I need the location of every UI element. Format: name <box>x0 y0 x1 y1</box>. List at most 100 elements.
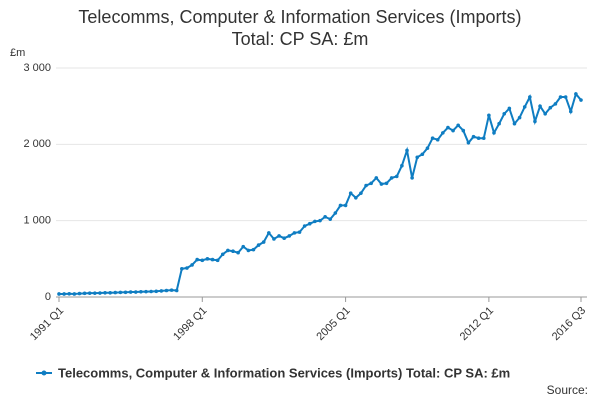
point <box>394 174 399 179</box>
point <box>113 290 118 295</box>
point <box>512 121 517 126</box>
point <box>231 249 235 253</box>
point <box>517 115 522 120</box>
source: Source: <box>547 383 588 397</box>
point <box>185 266 189 270</box>
point <box>118 290 123 295</box>
point <box>522 105 527 109</box>
point <box>415 155 420 160</box>
point <box>236 250 240 255</box>
point <box>338 203 343 208</box>
point <box>543 112 547 116</box>
point <box>169 288 174 292</box>
point <box>174 288 179 293</box>
point <box>287 234 292 238</box>
point <box>481 136 486 141</box>
y-tick-label: 2 000 <box>23 138 51 150</box>
point <box>261 240 266 244</box>
point <box>128 290 133 294</box>
point <box>502 112 507 116</box>
point <box>359 191 363 195</box>
point <box>67 291 72 296</box>
point <box>57 292 61 296</box>
point <box>226 248 230 253</box>
point <box>267 231 271 235</box>
point <box>133 290 138 294</box>
point <box>77 291 82 296</box>
point <box>389 176 394 180</box>
point <box>400 163 404 168</box>
point <box>323 215 327 219</box>
point <box>348 191 353 195</box>
point <box>430 136 435 141</box>
series-line <box>59 91 582 295</box>
point <box>548 105 553 110</box>
point <box>313 219 317 224</box>
point <box>405 148 409 153</box>
y-tick-label: 3 000 <box>23 62 51 74</box>
point <box>471 134 476 139</box>
point <box>72 292 77 296</box>
point <box>62 292 66 296</box>
point <box>195 257 199 262</box>
point <box>435 137 440 142</box>
point <box>446 125 450 130</box>
legend-label: Telecomms, Computer & Information Servic… <box>58 365 510 380</box>
point <box>476 136 481 141</box>
point <box>82 291 87 296</box>
point <box>533 119 537 124</box>
x-tick-label: 2005 Q1 <box>314 305 352 343</box>
point <box>149 289 153 294</box>
point <box>123 290 128 295</box>
y-tick-label: 0 <box>45 291 51 303</box>
point <box>292 231 297 235</box>
point <box>507 106 512 111</box>
point <box>374 176 379 180</box>
y-tick-label: 1 000 <box>23 215 51 227</box>
point <box>538 104 542 108</box>
point <box>379 182 384 186</box>
point <box>103 291 107 295</box>
point <box>251 247 256 252</box>
point <box>180 266 184 271</box>
point <box>568 109 573 114</box>
point <box>318 218 322 223</box>
point <box>220 252 225 257</box>
point <box>277 234 281 238</box>
point <box>579 98 583 102</box>
point <box>98 291 102 295</box>
point <box>420 152 425 157</box>
point <box>307 221 312 226</box>
chart-title: Telecomms, Computer & Information Servic… <box>78 7 521 27</box>
point <box>487 113 491 118</box>
x-tick-label: 2016 Q3 <box>550 305 588 343</box>
point <box>354 195 358 200</box>
point <box>384 181 389 186</box>
point <box>205 257 210 261</box>
x-tick-label: 2012 Q1 <box>458 305 496 343</box>
point <box>246 248 251 253</box>
point <box>190 263 194 267</box>
point <box>461 128 466 133</box>
y-axis-label: £m <box>10 47 25 59</box>
x-tick-label: 1998 Q1 <box>171 305 209 343</box>
point <box>282 236 286 241</box>
point <box>425 146 430 150</box>
point <box>154 289 159 294</box>
point <box>369 181 373 186</box>
point <box>241 244 246 249</box>
point <box>200 258 205 263</box>
point <box>328 217 333 221</box>
point <box>558 95 563 99</box>
point <box>456 123 460 128</box>
point <box>333 211 338 215</box>
point <box>272 237 276 241</box>
point <box>159 289 164 293</box>
point <box>87 291 92 295</box>
point <box>144 289 148 294</box>
chart-subtitle: Total: CP SA: £m <box>232 29 369 49</box>
legend-marker <box>41 370 47 376</box>
point <box>497 121 501 126</box>
point <box>343 203 348 208</box>
